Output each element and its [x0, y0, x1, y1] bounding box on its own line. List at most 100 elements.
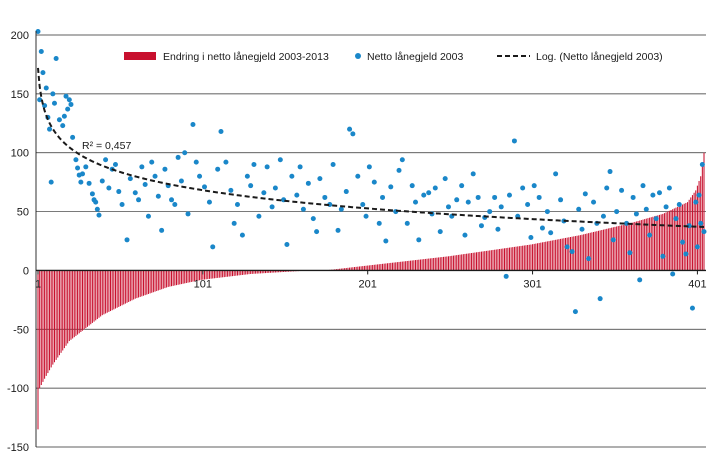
- scatter-point: [35, 28, 41, 34]
- scatter-point: [591, 199, 597, 205]
- scatter-point: [53, 56, 59, 62]
- scatter-point: [553, 171, 559, 177]
- y-tick-label: 0: [23, 265, 29, 277]
- scatter-point: [193, 159, 199, 165]
- scatter-point: [119, 202, 125, 208]
- scatter-point: [660, 253, 666, 259]
- scatter-point: [65, 106, 71, 112]
- scatter-point: [48, 179, 54, 185]
- scatter-point: [277, 157, 283, 163]
- scatter-point: [300, 206, 306, 212]
- scatter-point: [37, 97, 43, 103]
- scatter-point: [633, 211, 639, 217]
- x-tick-labels: 1 101 201 301 401: [35, 278, 707, 290]
- scatter-point: [437, 229, 443, 235]
- scatter-point: [149, 159, 155, 165]
- x-tick-label: 201: [359, 278, 377, 290]
- scatter-point: [363, 213, 369, 219]
- y-tick-label: -100: [7, 383, 29, 395]
- scatter-point: [145, 213, 151, 219]
- scatter-point: [261, 190, 267, 196]
- scatter-point: [96, 212, 102, 218]
- scatter-point: [338, 206, 344, 212]
- scatter-point: [218, 129, 224, 135]
- scatter-point: [676, 202, 682, 208]
- scatter-point: [159, 227, 165, 233]
- trend-line: [37, 67, 705, 228]
- scatter-point: [124, 237, 130, 243]
- scatter-point: [83, 164, 89, 170]
- scatter-point: [525, 202, 531, 208]
- scatter-point: [536, 194, 542, 200]
- scatter-point: [89, 191, 95, 197]
- scatter-point: [459, 183, 465, 189]
- scatter-point: [223, 159, 229, 165]
- scatter-point: [673, 216, 679, 222]
- scatter-point: [317, 176, 323, 182]
- scatter-point: [139, 164, 145, 170]
- scatter-point: [650, 192, 656, 198]
- scatter-point: [43, 85, 49, 91]
- scatter-point: [475, 194, 481, 200]
- scatter-point: [347, 126, 353, 132]
- scatter-point: [666, 185, 672, 191]
- scatter-point: [421, 192, 427, 198]
- scatter-point: [350, 131, 356, 137]
- scatter-point: [80, 171, 86, 177]
- legend-bar-label: Endring i netto lånegjeld 2003-2013: [163, 51, 329, 63]
- scatter-point: [445, 204, 451, 210]
- scatter-point: [432, 185, 438, 191]
- scatter-point: [322, 194, 328, 200]
- scatter-point: [564, 244, 570, 250]
- scatter-point: [51, 100, 57, 106]
- scatter-point: [314, 229, 320, 235]
- scatter-point: [182, 150, 188, 156]
- scatter-point: [66, 97, 72, 103]
- scatter-point: [178, 178, 184, 184]
- scatter-point: [478, 223, 484, 229]
- scatter-point: [470, 171, 476, 177]
- scatter-point: [297, 164, 303, 170]
- scatter-point: [614, 209, 620, 215]
- scatter-point: [399, 157, 405, 163]
- scatter-point: [383, 238, 389, 244]
- x-tick-label: 401: [688, 278, 706, 290]
- scatter-point: [465, 199, 471, 205]
- scatter-point: [202, 184, 207, 190]
- scatter-point: [284, 242, 290, 248]
- axes: [35, 31, 706, 447]
- legend-dot-swatch: [355, 53, 361, 59]
- y-tick-label: 100: [11, 148, 29, 160]
- scatter-point: [630, 194, 636, 200]
- scatter-point: [106, 185, 112, 191]
- scatter-point: [670, 271, 676, 277]
- scatter-point: [487, 209, 493, 215]
- scatter-point: [169, 197, 175, 203]
- scatter-point: [404, 220, 410, 226]
- scatter-point: [256, 213, 262, 219]
- scatter-point: [498, 204, 504, 210]
- scatter-point: [152, 173, 158, 179]
- scatter-point: [579, 226, 585, 232]
- scatter-point: [586, 256, 592, 262]
- y-tick-labels: 200 150 100 50 0 -50 -100 -150: [7, 30, 29, 454]
- scatter-point: [162, 166, 168, 172]
- scatter-point: [528, 234, 534, 240]
- scatter-point: [462, 232, 468, 238]
- scatter-point: [175, 154, 181, 160]
- scatter-point: [680, 239, 686, 245]
- scatter-point: [155, 193, 161, 199]
- scatter-point: [215, 166, 221, 172]
- scatter-point: [197, 173, 203, 179]
- y-tick-label: -150: [7, 442, 29, 454]
- scatter-point: [698, 220, 704, 226]
- legend-dashed-label: Log. (Netto lånegjeld 2003): [536, 51, 663, 63]
- r-squared-annotation: R² = 0,457: [82, 140, 131, 152]
- scatter-point: [371, 179, 377, 185]
- scatter-point: [116, 189, 122, 195]
- y-tick-label: 50: [17, 207, 29, 219]
- scatter-point: [653, 216, 659, 222]
- scatter-point: [136, 197, 142, 203]
- x-tick-label: 301: [523, 278, 541, 290]
